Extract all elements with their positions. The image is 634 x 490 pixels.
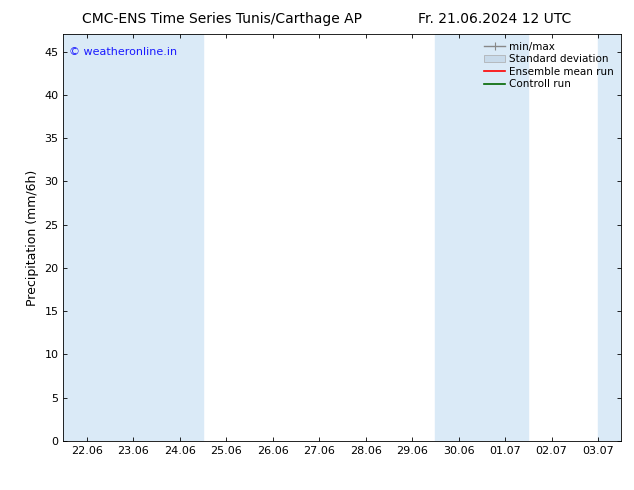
Text: Fr. 21.06.2024 12 UTC: Fr. 21.06.2024 12 UTC <box>418 12 571 26</box>
Text: CMC-ENS Time Series Tunis/Carthage AP: CMC-ENS Time Series Tunis/Carthage AP <box>82 12 362 26</box>
Bar <box>63 34 203 441</box>
Bar <box>598 34 626 441</box>
Bar <box>436 34 528 441</box>
Legend: min/max, Standard deviation, Ensemble mean run, Controll run: min/max, Standard deviation, Ensemble me… <box>482 40 616 92</box>
Text: © weatheronline.in: © weatheronline.in <box>69 47 177 56</box>
Y-axis label: Precipitation (mm/6h): Precipitation (mm/6h) <box>26 170 39 306</box>
